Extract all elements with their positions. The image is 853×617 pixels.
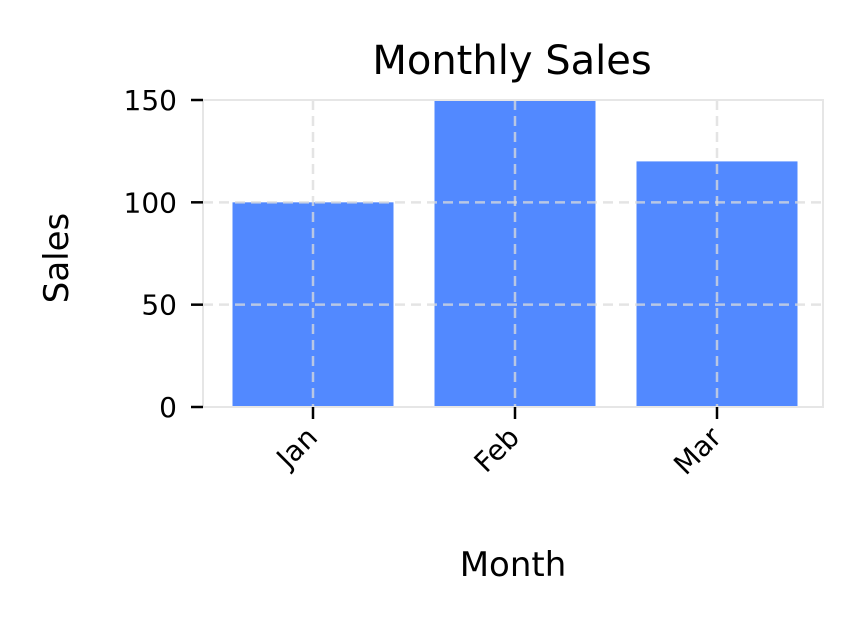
plot-area xyxy=(202,99,824,408)
x-axis-label: Month xyxy=(460,545,567,585)
plot-border xyxy=(202,99,824,408)
y-tick-label-100: 100 xyxy=(124,186,177,219)
y-axis-ticks: 0 50 100 150 xyxy=(124,84,203,424)
chart-title: Monthly Sales xyxy=(372,38,651,84)
y-axis-label: Sales xyxy=(37,213,77,304)
y-tick-label-0: 0 xyxy=(159,391,177,424)
grid-layer xyxy=(203,100,823,407)
y-tick-label-50: 50 xyxy=(141,289,177,322)
y-tick-label-150: 150 xyxy=(124,84,177,117)
